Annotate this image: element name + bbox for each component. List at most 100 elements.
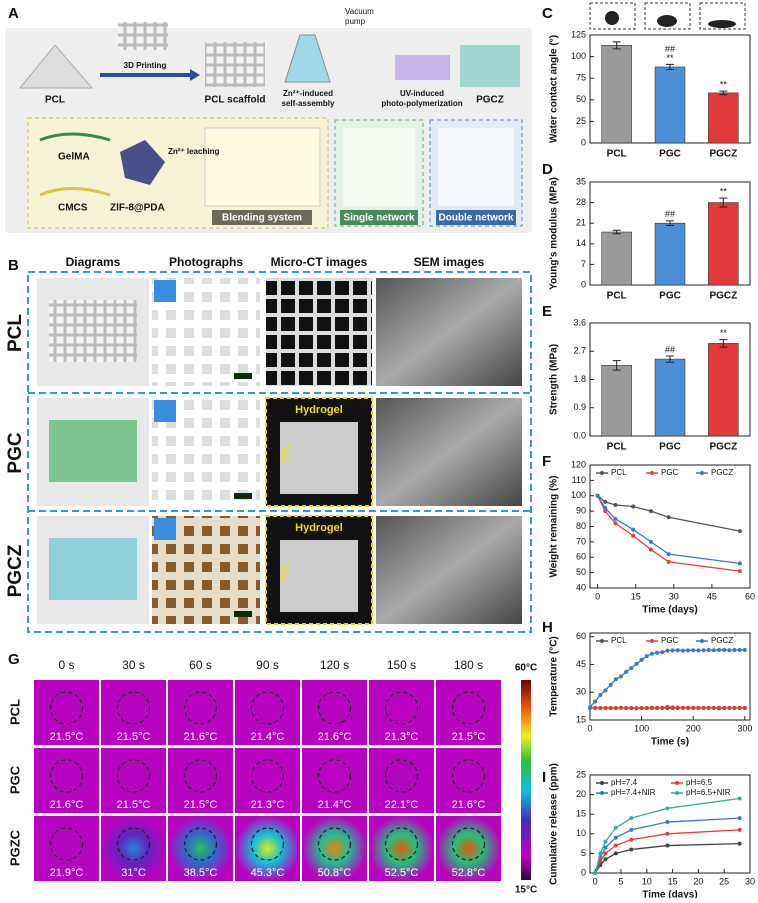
point — [598, 705, 603, 710]
point — [680, 648, 685, 653]
y-axis-label: Strength (MPa) — [549, 344, 560, 415]
point — [629, 827, 634, 832]
x-tick-label: 15 — [631, 591, 641, 601]
x-tick-label: 100 — [634, 723, 649, 733]
point — [665, 820, 670, 825]
point — [648, 539, 653, 544]
legend-label: PGCZ — [711, 468, 733, 477]
point — [737, 816, 742, 821]
point — [639, 706, 644, 711]
pcl-tag: PCL — [281, 561, 292, 581]
error-bar — [666, 355, 674, 363]
point — [613, 521, 618, 526]
thermal-image — [101, 816, 166, 881]
scale-bar — [234, 611, 252, 617]
legend-label: PCL — [611, 636, 627, 645]
error-bar — [666, 220, 674, 227]
point — [696, 705, 701, 710]
y-tick-label: 120 — [571, 459, 586, 469]
error-bar — [719, 90, 728, 96]
scale-bar — [234, 493, 252, 499]
point — [631, 504, 636, 509]
temperature-label: 21.3°C — [385, 731, 419, 743]
x-tick-label: 10 — [642, 876, 652, 886]
y-tick-label: 30 — [576, 687, 586, 697]
point — [727, 648, 732, 653]
x-tick-label: 25 — [719, 876, 729, 886]
roi — [49, 691, 84, 725]
point — [613, 835, 618, 840]
y-tick-label: 20 — [576, 789, 586, 799]
temperature-label: 21.9°C — [50, 867, 84, 879]
point — [603, 845, 608, 850]
point — [665, 806, 670, 811]
y-tick-label: 1.8 — [573, 374, 586, 384]
point — [613, 705, 618, 710]
x-tick-label: 5 — [618, 876, 623, 886]
error-whisker — [666, 355, 674, 363]
roi — [250, 827, 285, 861]
temperature-label: 21.4°C — [318, 799, 352, 811]
error-bar — [612, 360, 621, 371]
point — [624, 669, 629, 674]
double — [438, 128, 514, 206]
zif-particle — [120, 140, 165, 185]
error-whisker — [719, 90, 728, 96]
panel-label: C — [542, 5, 553, 22]
point — [613, 502, 618, 507]
thermal-image — [235, 680, 300, 745]
y-tick-label: 100 — [571, 490, 586, 500]
label: Zn²⁺ leaching — [168, 147, 219, 156]
panel-label: H — [542, 619, 553, 636]
point — [603, 705, 608, 710]
row-label: PGZC — [7, 829, 22, 866]
y-tick-label: 90 — [576, 506, 586, 516]
y-tick-label: 0.9 — [573, 402, 586, 412]
x-tick-label: 200 — [686, 723, 701, 733]
thermal-image — [436, 680, 501, 745]
x-tick-label: 0 — [595, 591, 600, 601]
point — [706, 648, 711, 653]
point — [593, 699, 598, 704]
bar — [708, 202, 739, 286]
point — [742, 648, 747, 653]
significance: ** — [666, 53, 674, 63]
roi — [116, 759, 151, 793]
roi — [384, 691, 419, 725]
point — [737, 561, 742, 566]
tag — [340, 210, 418, 225]
roi — [116, 691, 151, 725]
x-tick-label: PGC — [659, 442, 681, 453]
thermal-image — [369, 748, 434, 813]
x-tick-label: PGCZ — [709, 149, 737, 160]
point — [722, 705, 727, 710]
x-tick-label: PGCZ — [709, 291, 737, 302]
legend-label: pH=7.4+NIR — [611, 788, 656, 797]
point — [613, 851, 618, 856]
legend-dot — [700, 639, 704, 643]
point — [648, 547, 653, 552]
y-tick-label: 7 — [581, 259, 586, 269]
y-tick-label: 2.7 — [573, 346, 586, 356]
temperature-label: 38.5°C — [184, 867, 218, 879]
y-tick-label: 0.0 — [573, 430, 586, 440]
x-tick-label: 30 — [745, 876, 755, 886]
x-tick-label: 60 — [745, 591, 755, 601]
sem — [376, 278, 522, 386]
point — [648, 509, 653, 514]
temperature-label: 21.5°C — [452, 731, 486, 743]
point — [593, 705, 598, 710]
printer — [118, 22, 168, 50]
bar — [601, 231, 632, 286]
sem — [376, 398, 522, 506]
bar — [654, 222, 686, 286]
legend-label: PGC — [661, 636, 679, 645]
point — [588, 705, 592, 710]
label: photo-polymerization — [381, 99, 462, 108]
panel-label: B — [8, 257, 19, 274]
legend-dot — [650, 471, 654, 475]
error-whisker — [612, 360, 621, 371]
x-tick-label: 0 — [587, 723, 592, 733]
ct-body — [280, 540, 358, 612]
point — [665, 648, 670, 653]
